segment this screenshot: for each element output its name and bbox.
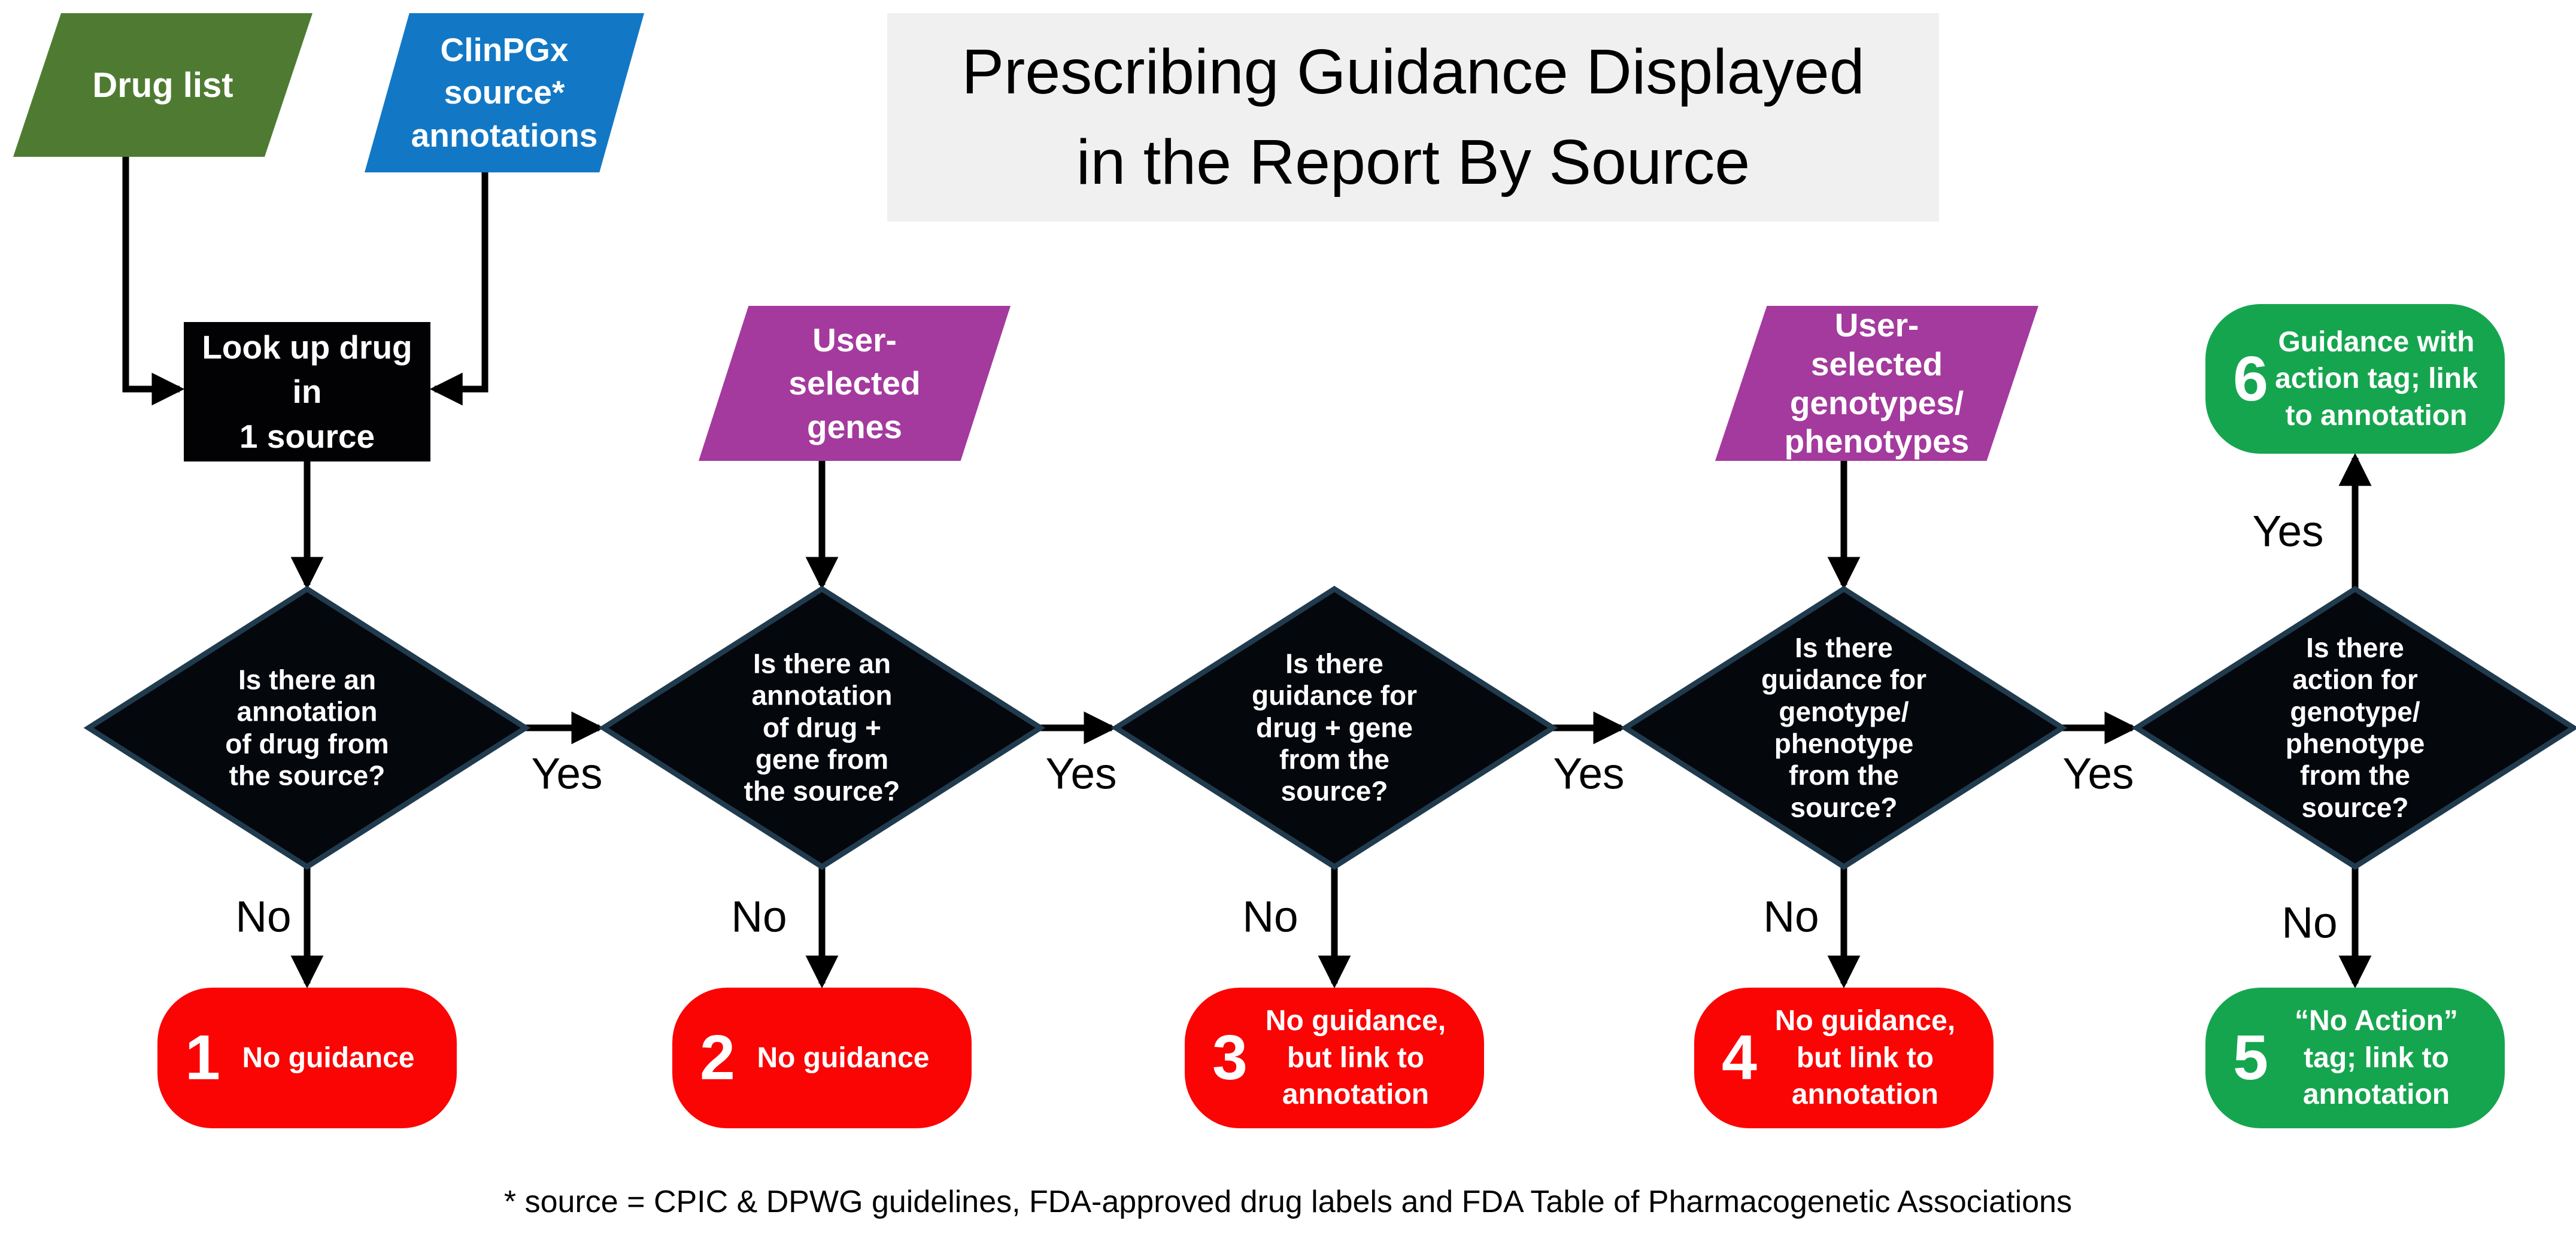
outcome-5-label: “No Action” tag; link to annotation xyxy=(2295,1005,2458,1111)
decision-5-question: Is there action for genotype/ phenotype … xyxy=(2285,631,2425,823)
no-label-4: No xyxy=(1763,892,1819,942)
outcome-box-4: 4 No guidance, but link to annotation xyxy=(1694,988,1994,1128)
decision-3-question: Is there guidance for drug + gene from t… xyxy=(1251,648,1418,807)
page-title: Prescribing Guidance Displayed in the Re… xyxy=(961,37,1865,198)
source-footnote: * source = CPIC & DPWG guidelines, FDA-a… xyxy=(503,1185,2073,1219)
input-node-user-selected-genes: User- selected genes xyxy=(699,306,1011,461)
decision-diamond-3 xyxy=(1110,585,1558,870)
yes-label-1: Yes xyxy=(531,749,603,798)
no-label-1: No xyxy=(235,892,292,942)
decision-diamond-5 xyxy=(2131,585,2576,870)
outcome-1-number: 1 xyxy=(185,1022,220,1093)
yes-label-2: Yes xyxy=(1045,749,1117,798)
outcome-6-label: Guidance with action tag; link to annota… xyxy=(2275,326,2478,432)
title-block: Prescribing Guidance Displayed in the Re… xyxy=(887,13,1939,221)
outcome-4-label: No guidance, but link to annotation xyxy=(1774,1005,1956,1111)
outcome-box-3: 3 No guidance, but link to annotation xyxy=(1185,988,1484,1128)
input-node-drug-list: Drug list xyxy=(13,13,312,157)
outcome-box-2: 2 No guidance xyxy=(672,988,972,1128)
outcome-6-number: 6 xyxy=(2233,343,2268,414)
drug-list-label: Drug list xyxy=(92,65,233,105)
decision-diamond-2 xyxy=(598,585,1046,870)
outcome-4-number: 4 xyxy=(1722,1022,1757,1093)
outcome-box-5: 5 “No Action” tag; link to annotation xyxy=(2205,988,2505,1128)
decision-1-question: Is there an annotation of drug from the … xyxy=(225,664,389,791)
outcome-3-label: No guidance, but link to annotation xyxy=(1265,1005,1446,1111)
clinpgx-label: ClinPGx source* annotations xyxy=(411,31,598,154)
process-node-lookup-drug: Look up drug in 1 source xyxy=(184,322,430,461)
outcome-box-1: 1 No guidance xyxy=(157,988,457,1128)
input-node-clinpgx-annotations: ClinPGx source* annotations xyxy=(365,13,644,172)
yes-label-3: Yes xyxy=(1553,749,1625,798)
no-label-5: No xyxy=(2281,898,2338,948)
yes-label-5: Yes xyxy=(2252,507,2324,556)
outcome-box-6: 6 Guidance with action tag; link to anno… xyxy=(2205,304,2505,454)
decision-diamond-4 xyxy=(1620,585,2068,870)
user-genes-label: User- selected genes xyxy=(788,321,921,445)
no-label-2: No xyxy=(731,892,787,942)
connector-clinpgx-to-lookup xyxy=(429,172,489,406)
user-genotypes-label: User- selected genotypes/ phenotypes xyxy=(1784,306,1970,460)
decision-diamond-1 xyxy=(83,585,531,870)
outcome-1-label: No guidance xyxy=(242,1042,415,1074)
outcome-3-number: 3 xyxy=(1212,1022,1248,1093)
decision-2-question: Is there an annotation of drug + gene fr… xyxy=(744,648,900,807)
outcome-2-label: No guidance xyxy=(757,1042,930,1074)
yes-label-4: Yes xyxy=(2062,749,2134,798)
decision-4-question: Is there guidance for genotype/ phenotyp… xyxy=(1761,631,1927,823)
outcome-2-number: 2 xyxy=(700,1022,735,1093)
outcome-5-number: 5 xyxy=(2233,1022,2268,1093)
connector-drug-list-to-lookup xyxy=(122,157,185,406)
no-label-3: No xyxy=(1242,892,1298,942)
input-node-user-selected-genotypes: User- selected genotypes/ phenotypes xyxy=(1715,306,2038,461)
lookup-label: Look up drug in 1 source xyxy=(202,329,412,455)
